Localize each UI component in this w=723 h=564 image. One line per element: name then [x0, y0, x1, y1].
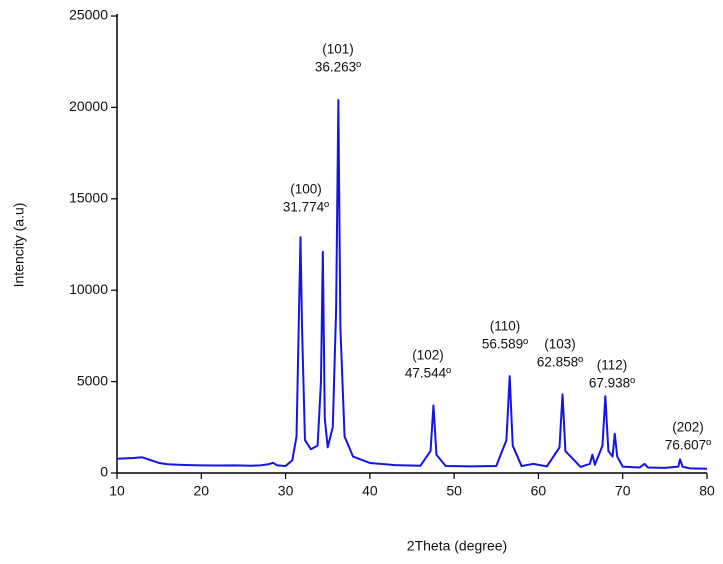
- peak-angle: 76.607º: [665, 438, 711, 453]
- x-tick-label: 70: [615, 483, 631, 499]
- peak-angle: 56.589º: [482, 337, 528, 352]
- peak-plane: (202): [672, 420, 704, 435]
- y-tick-label: 5000: [77, 372, 108, 388]
- x-tick-label: 30: [278, 483, 294, 499]
- peak-angle: 36.263º: [315, 60, 361, 75]
- peak-plane: (103): [544, 337, 576, 352]
- peak-angle: 47.544º: [405, 366, 451, 381]
- y-tick-label: 20000: [69, 98, 108, 114]
- x-tick-label: 20: [193, 483, 209, 499]
- y-tick-label: 10000: [69, 281, 108, 297]
- y-axis-title: Intencity (a.u): [11, 203, 27, 288]
- y-tick-label: 15000: [69, 190, 108, 206]
- peak-plane: (101): [322, 42, 354, 57]
- x-tick-label: 80: [699, 483, 715, 499]
- peak-plane: (102): [412, 348, 444, 363]
- x-tick-label: 60: [531, 483, 547, 499]
- y-tick-label: 0: [100, 464, 108, 480]
- peak-angle: 62.858º: [537, 355, 583, 370]
- peak-plane: (112): [597, 358, 628, 373]
- x-tick-label: 50: [446, 483, 462, 499]
- xrd-line: [116, 99, 708, 470]
- x-tick-label: 40: [362, 483, 378, 499]
- y-tick-label: 25000: [69, 7, 108, 23]
- peak-plane: (100): [290, 182, 322, 197]
- x-axis-title: 2Theta (degree): [407, 538, 507, 554]
- peak-plane: (110): [490, 319, 521, 334]
- peak-angle: 67.938º: [589, 376, 635, 391]
- peak-angle: 31.774º: [283, 200, 329, 215]
- x-tick-label: 10: [109, 483, 125, 499]
